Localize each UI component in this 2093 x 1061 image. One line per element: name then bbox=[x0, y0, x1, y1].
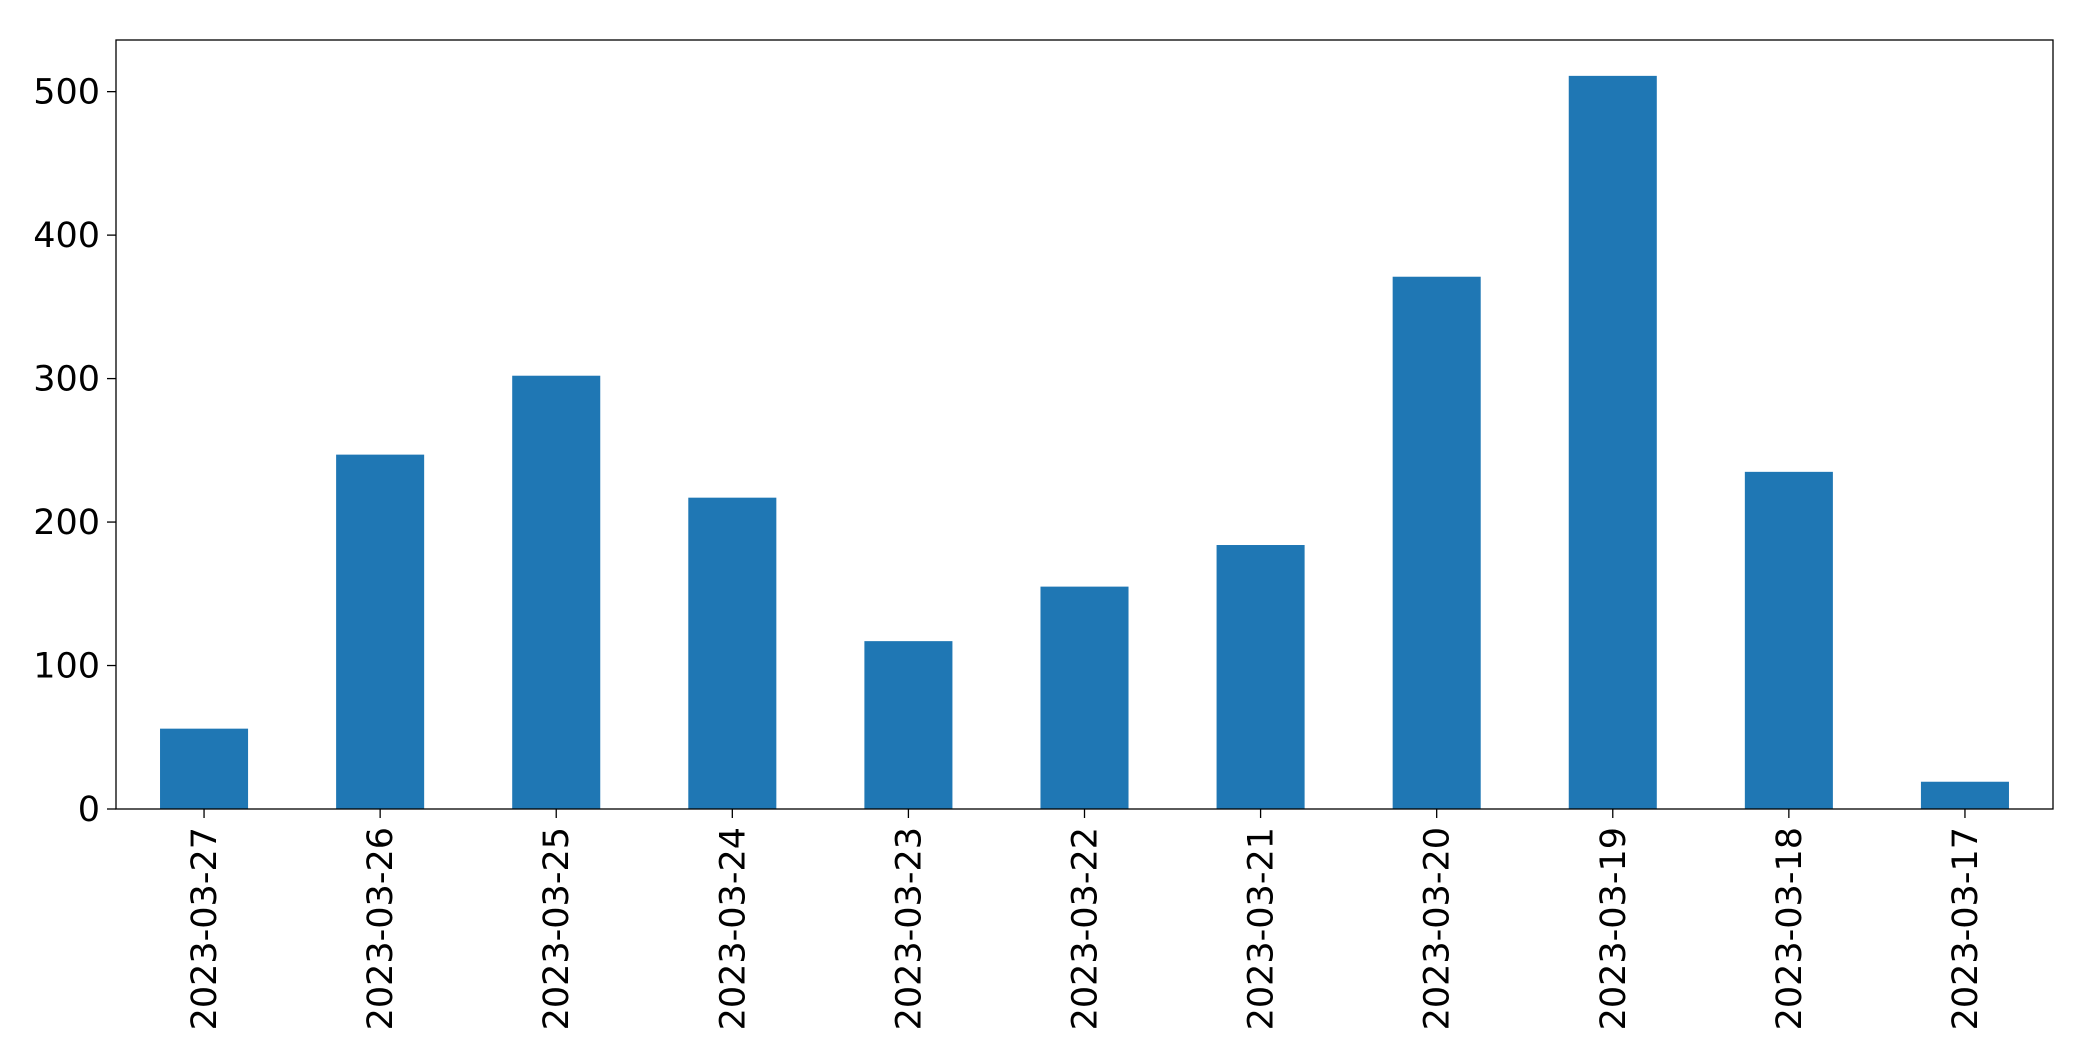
bar bbox=[688, 497, 777, 809]
bar bbox=[160, 728, 249, 809]
bar bbox=[1392, 276, 1481, 810]
x-tick-label: 2023-03-20 bbox=[1418, 827, 1458, 1030]
x-tick-label: 2023-03-22 bbox=[1066, 827, 1106, 1030]
bar bbox=[512, 375, 601, 809]
x-tick-label: 2023-03-25 bbox=[537, 827, 577, 1030]
y-tick-label: 400 bbox=[33, 216, 100, 256]
x-tick-label: 2023-03-19 bbox=[1594, 827, 1634, 1030]
y-tick-label: 0 bbox=[78, 790, 100, 830]
x-tick-label: 2023-03-27 bbox=[185, 827, 225, 1030]
bar bbox=[1568, 75, 1657, 809]
plot-frame bbox=[115, 39, 2054, 810]
bar bbox=[336, 454, 425, 809]
x-tick-label: 2023-03-24 bbox=[713, 827, 753, 1030]
x-tick-label: 2023-03-17 bbox=[1946, 827, 1986, 1030]
x-tick-label: 2023-03-26 bbox=[361, 827, 401, 1030]
bar bbox=[1040, 586, 1129, 809]
y-tick-label: 500 bbox=[33, 73, 100, 113]
bar bbox=[1744, 471, 1833, 809]
y-tick-label: 300 bbox=[33, 360, 100, 400]
y-tick-label: 200 bbox=[33, 503, 100, 543]
x-tick-label: 2023-03-21 bbox=[1242, 827, 1282, 1030]
bar bbox=[1920, 781, 2009, 809]
x-tick-label: 2023-03-18 bbox=[1770, 827, 1810, 1030]
x-tick-label: 2023-03-23 bbox=[889, 827, 929, 1030]
bar bbox=[1216, 545, 1305, 809]
bar bbox=[864, 641, 953, 809]
y-tick-label: 100 bbox=[33, 647, 100, 687]
